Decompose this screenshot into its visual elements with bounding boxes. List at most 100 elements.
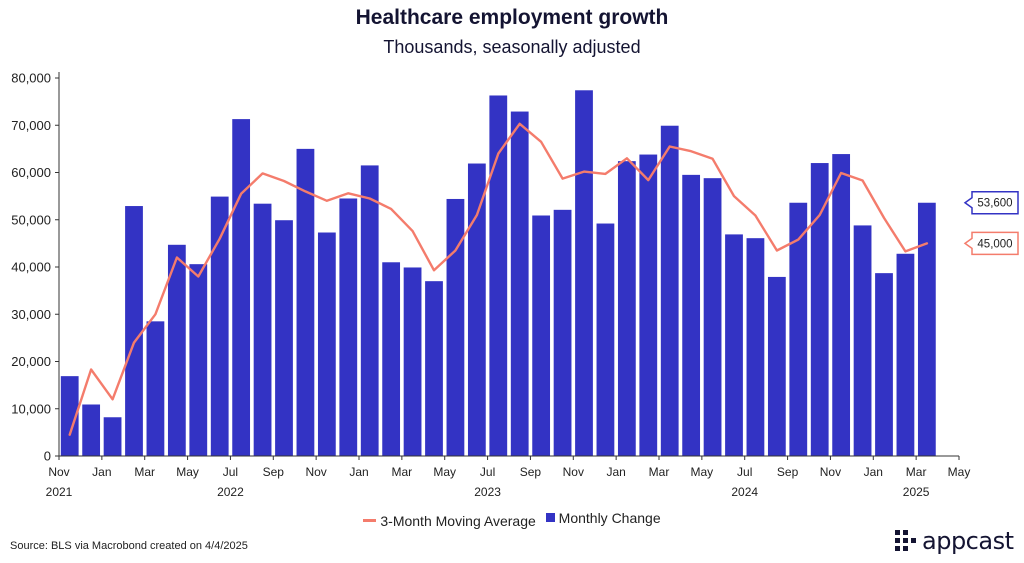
x-tick-month-label: Mar [134, 465, 155, 479]
bar-monthly-change [232, 119, 251, 457]
x-tick-year-label: 2024 [731, 485, 758, 499]
line-swatch-icon [363, 519, 377, 522]
legend-item-moving-average: 3-Month Moving Average [363, 512, 536, 529]
end-label-value: 45,000 [977, 238, 1012, 250]
square-swatch-icon [545, 513, 555, 522]
bar-monthly-change [382, 262, 401, 456]
y-tick-label: 0 [44, 449, 51, 464]
line-moving-average [68, 122, 929, 436]
x-tick-month-label: Nov [305, 465, 326, 479]
bar-monthly-change [446, 198, 465, 456]
bar-monthly-change [167, 244, 186, 456]
end-label-box [963, 231, 1019, 256]
x-tick-month-label: Sep [263, 465, 285, 479]
y-tick-label: 70,000 [11, 118, 51, 133]
y-tick-label: 40,000 [11, 260, 51, 275]
bar-monthly-change [425, 281, 443, 456]
bar-monthly-change [253, 203, 272, 456]
bar-monthly-change [917, 202, 936, 456]
bar-monthly-change [617, 161, 636, 456]
legend-label-moving-average: 3-Month Moving Average [380, 512, 536, 529]
bar-monthly-change [275, 220, 293, 456]
x-tick-month-label: Jan [606, 465, 625, 479]
bar-monthly-change [103, 417, 122, 456]
moving-average-series [68, 122, 929, 436]
bar-monthly-change [489, 95, 508, 457]
appcast-logo: appcast [895, 527, 1014, 555]
y-tick-label: 20,000 [11, 354, 51, 369]
chart-legend: 3-Month Moving Average Monthly Change [0, 509, 1024, 529]
chart-title: Healthcare employment growth [355, 6, 669, 29]
bar-monthly-change [532, 215, 551, 456]
x-tick-month-label: Nov [820, 465, 841, 479]
bar-monthly-change [660, 125, 679, 456]
x-tick-month-label: Nov [563, 465, 584, 479]
bar-monthly-change [360, 165, 379, 456]
bar-monthly-change [575, 90, 593, 456]
bar-monthly-change [82, 404, 101, 456]
x-tick-month-label: Jan [92, 465, 111, 479]
bar-monthly-change [339, 198, 358, 457]
x-tick-month-label: Sep [777, 465, 799, 479]
x-axis: Nov 2021 Jan Mar May Jul 2022 Sep Nov Jan Mar May Ju… [46, 455, 971, 499]
x-tick-year-label: 2021 [46, 485, 73, 499]
legend-label-monthly-change: Monthly Change [558, 509, 661, 526]
x-tick-year-label: 2022 [217, 485, 244, 499]
bar-monthly-change [553, 209, 572, 456]
bar-monthly-change [596, 223, 615, 456]
y-tick-label: 50,000 [11, 212, 51, 227]
x-tick-month-label: May [433, 465, 456, 479]
bar-monthly-change [317, 232, 336, 456]
bar-monthly-change [639, 154, 658, 457]
bar-monthly-change [210, 196, 229, 456]
bar-monthly-change [467, 163, 486, 456]
x-tick-year-label: 2025 [903, 485, 930, 499]
end-label-value: 53,600 [977, 198, 1012, 210]
bar-monthly-change [296, 148, 315, 456]
y-tick-label: 60,000 [11, 165, 51, 180]
bar-monthly-change [125, 206, 143, 456]
bar-monthly-change [875, 273, 893, 456]
x-tick-month-label: May [948, 465, 971, 479]
bar-series [60, 90, 936, 457]
bar-monthly-change [403, 267, 422, 456]
bar-monthly-change [789, 202, 808, 456]
x-tick-month-label: Mar [906, 465, 927, 479]
bar-monthly-change [767, 276, 786, 456]
end-value-labels: 53,600 45,000 [963, 190, 1019, 256]
bar-monthly-change [896, 253, 915, 456]
logo-wordmark: appcast [922, 527, 1014, 555]
y-axis: 0 10,000 20,000 30,000 40,000 50,000 60,000 70,… [11, 71, 60, 464]
x-tick-month-label: Mar [649, 465, 670, 479]
bar-monthly-change [725, 234, 743, 456]
x-tick-month-label: Jan [864, 465, 883, 479]
x-tick-year-label: 2023 [474, 485, 501, 499]
bar-monthly-change [682, 174, 701, 457]
bar-monthly-change [146, 321, 165, 456]
x-tick-month-label: Jul [737, 465, 752, 479]
x-tick-month-label: Sep [520, 465, 542, 479]
x-tick-month-label: Mar [392, 465, 413, 479]
bar-monthly-change [703, 178, 722, 457]
legend-item-monthly-change: Monthly Change [545, 509, 661, 526]
x-tick-month-label: May [176, 465, 199, 479]
x-tick-month-label: May [691, 465, 714, 479]
y-tick-label: 80,000 [11, 71, 51, 86]
appcast-mark-icon [895, 530, 916, 551]
bar-monthly-change [60, 376, 79, 456]
bar-monthly-change [510, 111, 529, 457]
x-tick-month-label: Jul [223, 465, 238, 479]
bar-monthly-change [810, 163, 829, 457]
x-tick-month-label: Nov [48, 465, 69, 479]
end-label-box [963, 190, 1019, 215]
bar-monthly-change [832, 154, 851, 456]
chart-subtitle: Thousands, seasonally adjusted [383, 37, 641, 57]
y-tick-label: 10,000 [11, 401, 51, 416]
bar-monthly-change [189, 264, 208, 456]
bar-monthly-change [746, 238, 765, 456]
bar-monthly-change [853, 225, 872, 456]
x-tick-month-label: Jan [349, 465, 368, 479]
y-tick-label: 30,000 [11, 307, 51, 322]
source-note: Source: BLS via Macrobond created on 4/4… [10, 540, 248, 552]
x-tick-month-label: Jul [480, 465, 495, 479]
